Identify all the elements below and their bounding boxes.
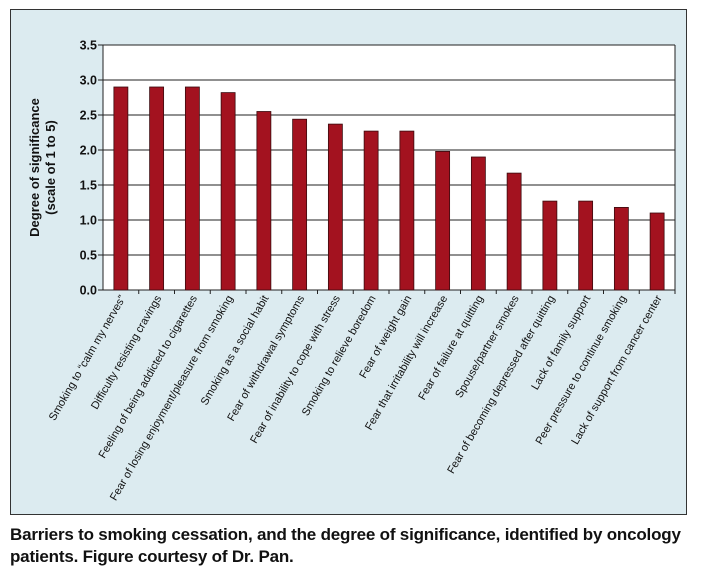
y-tick-label: 0.5	[80, 249, 97, 263]
y-axis-label-line2: (scale of 1 to 5)	[43, 120, 58, 215]
bar	[649, 212, 665, 291]
chart-panel: 0.0 0.5 1.0 1.5 2.0 2.5 3.0 3.5 Smoking to “cal…	[10, 9, 687, 515]
figure-caption: Barriers to smoking cessation, and the d…	[10, 524, 690, 568]
y-tick-label: 1.5	[80, 179, 97, 193]
bar	[363, 130, 379, 291]
bar	[113, 86, 129, 291]
bar	[506, 172, 522, 291]
x-category-label: Spouse/partner smokes	[453, 293, 522, 400]
caption-line-1: Barriers to smoking cessation, and the d…	[10, 525, 681, 544]
x-category-label: Smoking to relieve boredom	[300, 294, 379, 419]
bar	[292, 118, 308, 291]
y-tick-label: 1.0	[80, 214, 97, 228]
x-category-label: Smoking as a social habit	[199, 294, 272, 408]
bar	[327, 123, 343, 291]
x-category-label: Difficulty resisting cravings	[89, 293, 164, 411]
bar	[542, 200, 558, 291]
y-tick-label: 3.5	[80, 39, 97, 53]
bar	[220, 92, 236, 291]
y-axis-label-line1: Degree of significance	[27, 98, 42, 237]
x-category-label: Fear of failure at quitting	[416, 294, 486, 403]
bar	[470, 156, 486, 291]
y-tick-label: 0.0	[80, 284, 97, 298]
bar	[184, 86, 200, 291]
caption-line-2: patients. Figure courtesy of Dr. Pan.	[10, 547, 294, 566]
bar	[149, 86, 165, 291]
y-tick-label: 3.0	[80, 74, 97, 88]
bar	[435, 150, 451, 291]
y-tick-label: 2.5	[80, 109, 97, 123]
bar	[613, 206, 629, 291]
y-tick-label: 2.0	[80, 144, 97, 158]
bar-chart: 0.00.51.01.52.02.53.03.5 Smoking to “cal…	[27, 39, 676, 503]
bar	[578, 200, 594, 291]
bar	[399, 130, 415, 291]
bar	[256, 111, 272, 291]
